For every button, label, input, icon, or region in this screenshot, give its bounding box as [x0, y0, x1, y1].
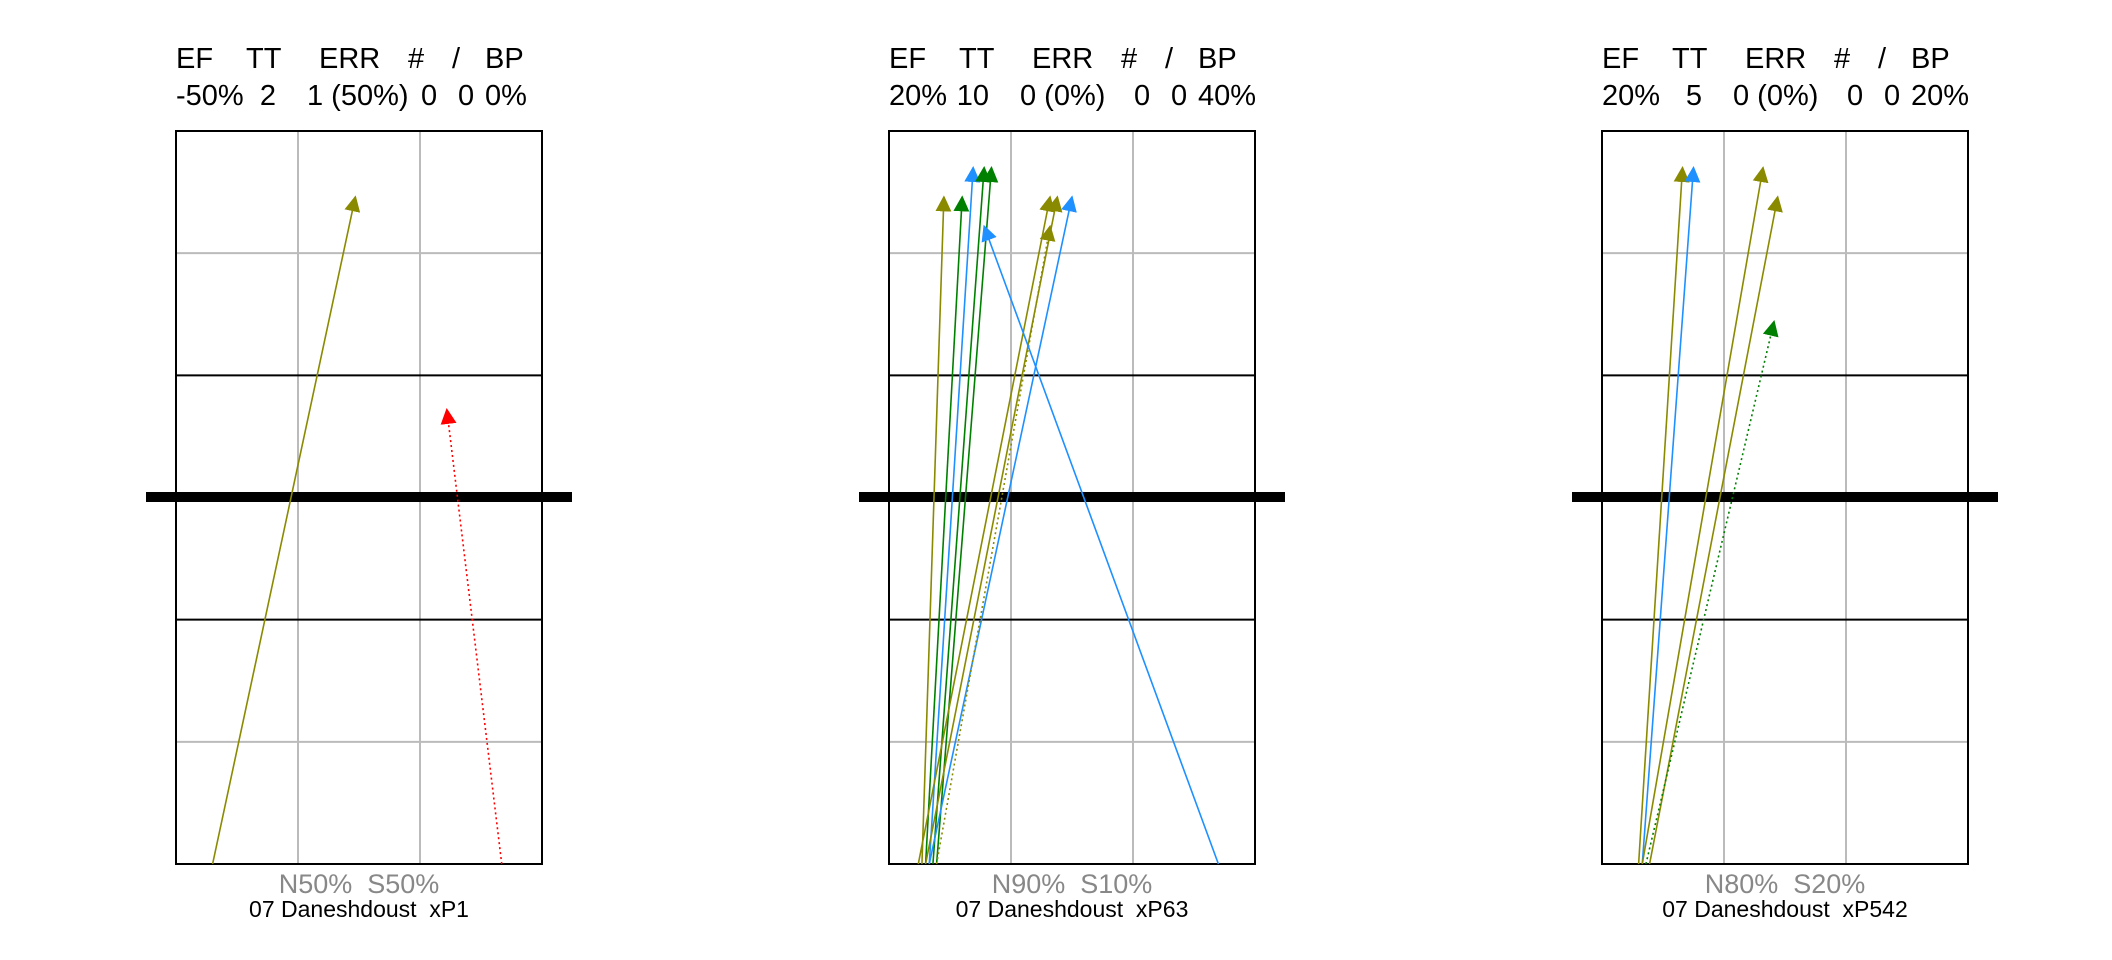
- attack-arrow: [1648, 195, 1783, 865]
- attack-arrow: [935, 166, 999, 865]
- ns-percentage-label: N80% S20%: [1705, 869, 1866, 899]
- stats-value: 0: [1847, 80, 1863, 112]
- attack-arrow: [1637, 166, 1690, 865]
- stats-value: 1 (50%): [307, 80, 409, 112]
- stats-value: 2: [260, 80, 276, 112]
- stats-header-label: TT: [959, 43, 995, 75]
- stats-header-label: TT: [1672, 43, 1708, 75]
- stats-header-label: /: [452, 43, 461, 75]
- stats-header-label: ERR: [1032, 43, 1093, 75]
- attack-arrow: [1641, 166, 1701, 865]
- stats-value: 10: [957, 80, 989, 112]
- stats-header-label: BP: [485, 43, 524, 75]
- stats-header-label: EF: [889, 43, 926, 75]
- player-label: 07 Daneshdoust xP1: [249, 896, 469, 922]
- attack-arrow: [921, 195, 952, 865]
- stats-value: 0: [421, 80, 437, 112]
- attack-arrow: [440, 407, 503, 865]
- stats-value: 0: [458, 80, 474, 112]
- stats-header-label: BP: [1198, 43, 1237, 75]
- stats-value: 0: [1134, 80, 1150, 112]
- attack-arrow: [981, 224, 1220, 865]
- ns-percentage-label: N50% S50%: [279, 869, 440, 899]
- stats-value: 0%: [485, 80, 527, 112]
- attack-arrow: [211, 195, 361, 865]
- stats-header-label: BP: [1911, 43, 1950, 75]
- attack-arrow: [924, 195, 970, 865]
- stats-header-label: /: [1165, 43, 1174, 75]
- stats-header-label: /: [1878, 43, 1887, 75]
- stats-value: 0: [1171, 80, 1187, 112]
- stats-header-label: EF: [176, 43, 213, 75]
- stats-value: 20%: [1602, 80, 1660, 112]
- stats-value: 0: [1884, 80, 1900, 112]
- attack-arrow: [928, 166, 981, 865]
- player-label: 07 Daneshdoust xP63: [956, 896, 1189, 922]
- stats-value: -50%: [176, 80, 244, 112]
- stats-value: 5: [1686, 80, 1702, 112]
- attack-arrow: [917, 195, 1056, 865]
- panel-1: EF TT ERR # / BP -50% 2 1 (50%) 0 0 0% N50% S50%07 D…: [146, 43, 572, 922]
- stats-value: 20%: [889, 80, 947, 112]
- attack-arrow: [928, 195, 1077, 865]
- stats-header-label: #: [1834, 43, 1850, 75]
- stats-value: 40%: [1198, 80, 1256, 112]
- player-label: 07 Daneshdoust xP542: [1662, 896, 1908, 922]
- stats-header-label: ERR: [319, 43, 380, 75]
- stats-value: 20%: [1911, 80, 1969, 112]
- panel-3: EF TT ERR # / BP 20% 5 0 (0%) 0 0 20% N80% S20%07 Da…: [1572, 43, 1998, 922]
- attack-arrow: [1641, 166, 1769, 865]
- stats-value: 0 (0%): [1020, 80, 1105, 112]
- stats-value: 0 (0%): [1733, 80, 1818, 112]
- attack-arrow: [924, 195, 1063, 865]
- stats-header-label: ERR: [1745, 43, 1806, 75]
- stats-header-label: #: [1121, 43, 1137, 75]
- attack-arrow: [935, 224, 1056, 865]
- stats-header-label: #: [408, 43, 424, 75]
- panel-2: EF TT ERR # / BP 20% 10 0 (0%) 0 0 40% N90% S10%07 D…: [859, 43, 1285, 922]
- stats-header-label: EF: [1602, 43, 1639, 75]
- stats-header-label: TT: [246, 43, 282, 75]
- ns-percentage-label: N90% S10%: [992, 869, 1153, 899]
